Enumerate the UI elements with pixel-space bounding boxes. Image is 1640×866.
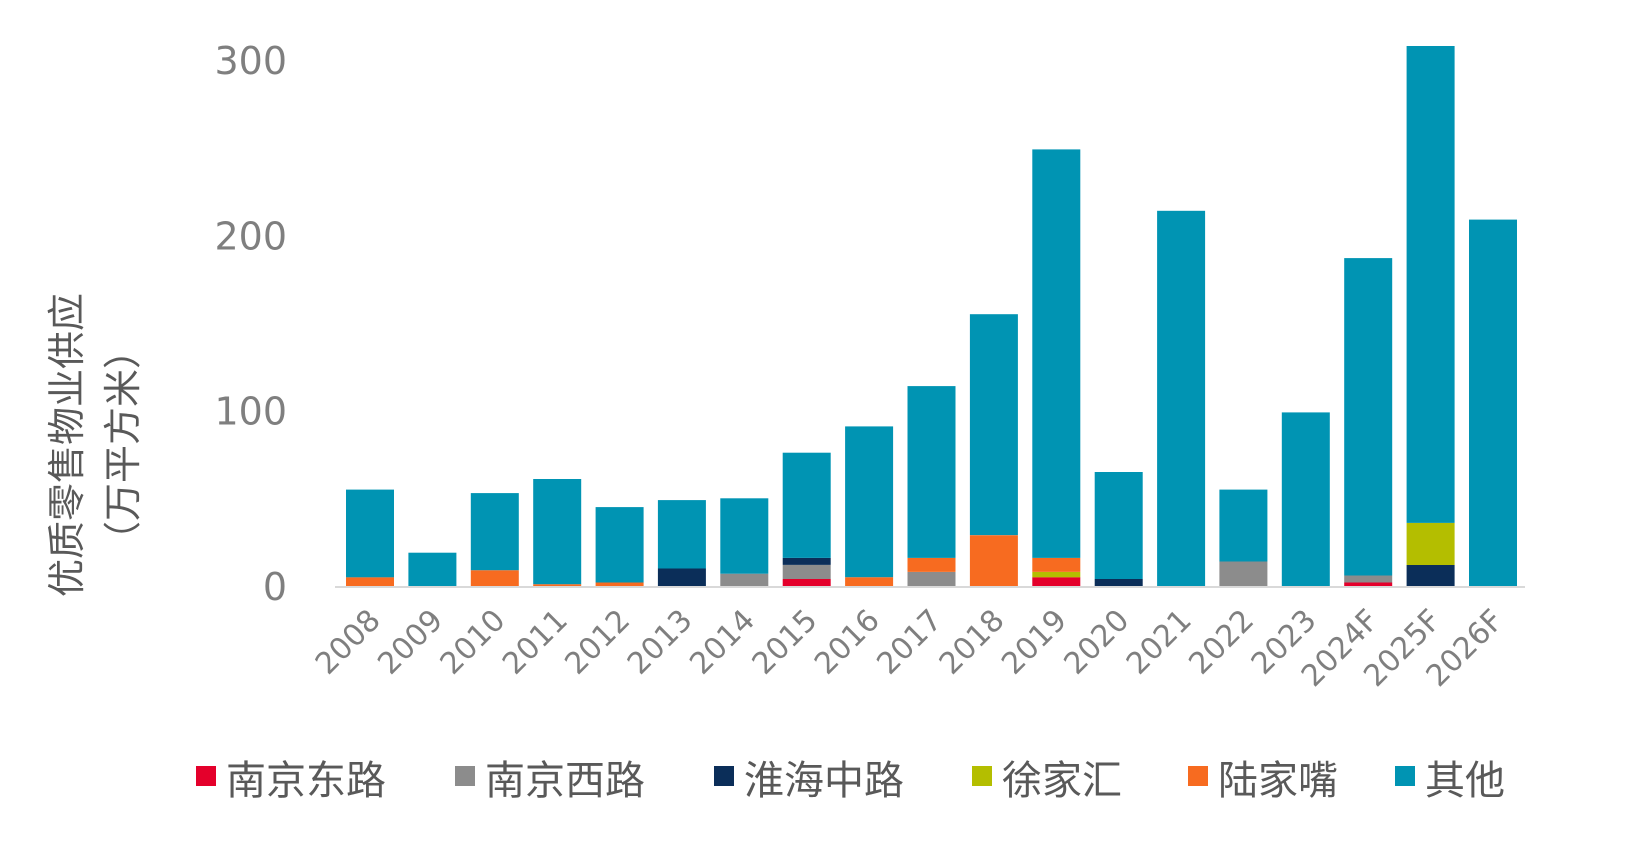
y-axis-label-line1: 优质零售物业供应 [45,293,89,597]
bar-stack-2022 [1219,489,1268,586]
legend-swatch [1395,766,1415,786]
bar-stack-2020 [1094,472,1143,586]
x-tick-label: 2022 [1182,603,1261,682]
legend: 南京东路 南京西路 淮海中路 徐家汇 陆家嘴 其他 [196,758,1505,804]
x-tick-label: 2012 [558,603,637,682]
bar-segment [720,573,769,586]
bar-segment [470,493,519,571]
bar-segment [1406,565,1455,586]
x-tick-label: 2020 [1058,603,1137,682]
legend-swatch [714,766,734,786]
x-tick-label: 2014 [683,603,762,682]
legend-swatch [196,766,216,786]
bar-segment [845,577,894,586]
bar-segment [533,479,582,585]
x-tick-label: 2021 [1120,603,1199,682]
bar-segment [1032,577,1081,586]
bar-segment [1344,258,1393,576]
bar-segment [907,557,956,572]
bar-segment [1157,210,1206,587]
bar-stack-2025F [1406,46,1455,586]
bar-segment [1032,557,1081,572]
bar-segment [782,557,831,565]
x-axis-tick-labels: 2008200920102011201220132014201520162017… [309,603,1511,694]
bar-segment [782,452,831,558]
x-tick-label: 2010 [434,603,513,682]
legend-label: 其他 [1425,758,1505,804]
bar-stack-2011 [533,479,582,586]
x-tick-label: 2016 [808,603,887,682]
bar-segment [1219,561,1268,586]
y-tick-label: 0 [263,565,287,609]
bar-stack-2019 [1032,149,1081,586]
legend-label: 徐家汇 [1002,758,1122,804]
bar-segment [1406,522,1455,565]
y-tick-label: 200 [214,214,287,258]
bar-segment [657,500,706,569]
legend-label: 南京西路 [485,758,645,804]
bar-segment [907,386,956,558]
x-tick-label: 2019 [995,603,1074,682]
bar-segment [782,579,831,586]
bar-stack-2010 [470,493,519,586]
bar-segment [595,507,644,583]
bar-stack-2018 [969,314,1018,586]
bar-segment [1094,472,1143,579]
y-axis-ticks: 0 100 200 300 [214,39,287,609]
x-tick-label: 2017 [870,603,949,682]
bar-segment [782,565,831,579]
bar-stack-2016 [845,426,894,586]
bar-segment [1344,575,1393,583]
bar-segment [720,498,769,574]
bar-segment [408,552,457,586]
bar-stack-2023 [1281,412,1330,586]
y-axis-label-line2: （万平方米） [101,331,145,559]
bar-stack-2021 [1157,210,1206,587]
bar-stack-2024F [1344,258,1393,586]
legend-label: 南京东路 [226,758,386,804]
bar-segment [1406,46,1455,523]
x-tick-label: 2011 [496,603,575,682]
bars [346,46,1517,587]
bar-segment [1344,582,1393,586]
y-axis-label: 优质零售物业供应 （万平方米） [45,293,145,597]
bar-stack-2009 [408,552,457,586]
bar-segment [470,570,519,586]
bar-segment [1032,149,1081,558]
bar-segment [1281,412,1330,586]
x-tick-label: 2009 [371,603,450,682]
x-tick-label: 2008 [309,603,388,682]
legend-swatch [1188,766,1208,786]
bar-segment [346,577,394,586]
legend-swatch [455,766,475,786]
y-tick-label: 300 [214,39,287,83]
x-tick-label: 2015 [746,603,825,682]
bar-stack-2012 [595,507,644,586]
bar-stack-2015 [782,452,831,586]
bar-segment [1094,579,1143,586]
bar-stack-2014 [720,498,769,586]
bar-stack-2026F [1469,219,1517,586]
x-tick-label: 2018 [933,603,1012,682]
bar-segment [969,314,1018,536]
bar-segment [346,489,394,578]
bar-stack-2013 [657,500,706,586]
bar-segment [969,535,1018,586]
legend-label: 陆家嘴 [1218,758,1338,804]
bar-segment [907,572,956,586]
bar-segment [533,584,582,586]
legend-swatch [972,766,992,786]
bar-segment [1219,489,1268,562]
legend-label: 淮海中路 [744,758,904,804]
bar-segment [657,568,706,586]
bar-stack-2017 [907,386,956,586]
x-tick-label: 2013 [621,603,700,682]
y-tick-label: 100 [214,390,287,434]
bar-segment [1032,572,1081,578]
bar-segment [595,582,644,586]
bar-stack-2008 [346,489,394,586]
bar-segment [1469,219,1517,586]
bar-segment [845,426,894,578]
